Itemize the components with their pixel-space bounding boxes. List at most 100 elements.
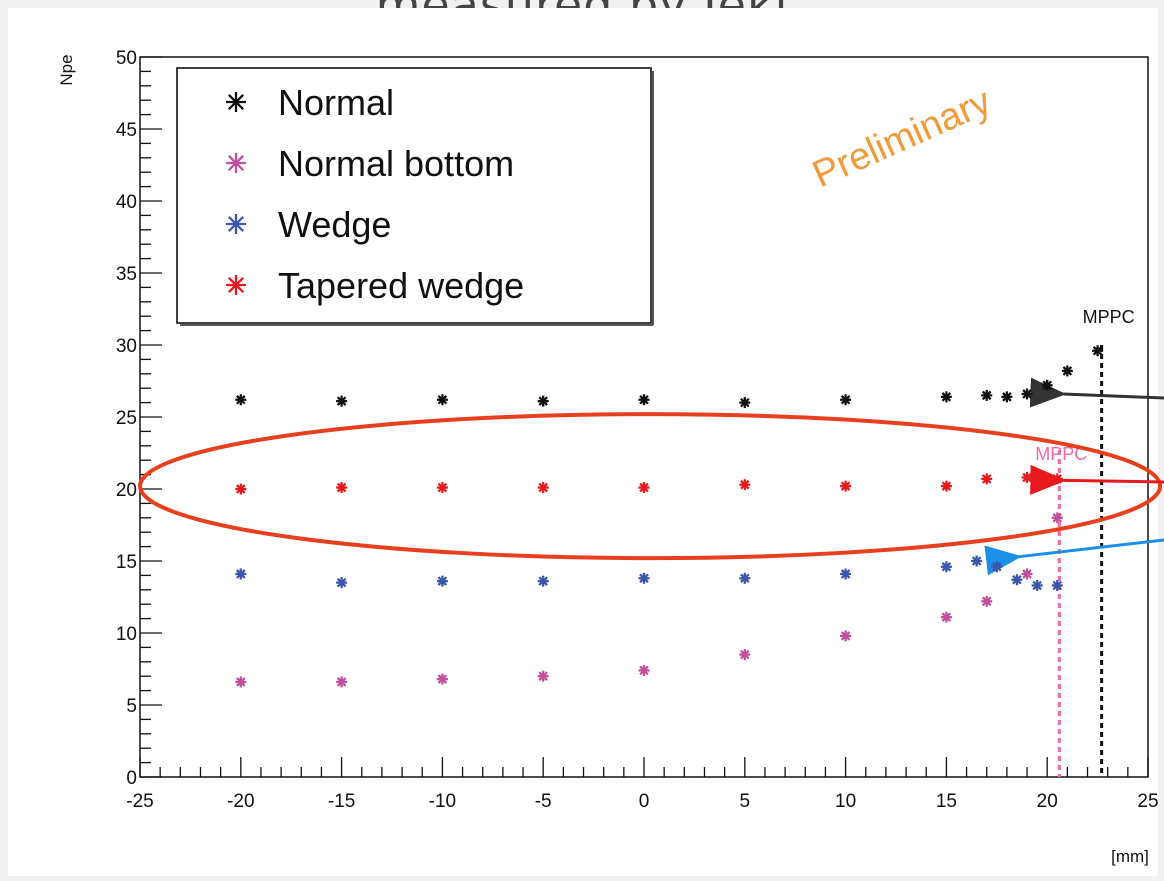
marker-stroke [840, 481, 851, 491]
data-point [981, 595, 993, 607]
marker-stroke [336, 396, 347, 406]
marker-stroke [840, 569, 851, 579]
marker-stroke [1012, 574, 1022, 585]
marker-stroke [971, 556, 982, 566]
marker-stroke [437, 576, 448, 586]
data-point [336, 482, 348, 494]
marker-stroke [992, 561, 1002, 572]
marker-stroke [1022, 389, 1032, 399]
data-point [739, 479, 751, 491]
data-point [1011, 574, 1023, 586]
marker-stroke [227, 154, 245, 172]
marker-stroke [236, 484, 246, 494]
marker-stroke [740, 649, 750, 660]
marker-stroke [227, 215, 245, 233]
data-point [638, 664, 650, 676]
marker-stroke [538, 576, 548, 586]
data-point [1051, 512, 1063, 524]
x-tick-label: -10 [429, 791, 456, 812]
marker-stroke [840, 631, 851, 641]
marker-stroke [437, 674, 448, 684]
marker-stroke [840, 394, 851, 405]
legend-marker [226, 275, 246, 295]
data-point [940, 611, 952, 623]
marker-stroke [1032, 580, 1042, 591]
marker-stroke [639, 482, 649, 493]
x-tick-label: -5 [535, 791, 552, 812]
marker-stroke [236, 677, 246, 687]
x-tick-label: 15 [936, 791, 957, 812]
data-point [1061, 365, 1073, 377]
data-point [235, 568, 247, 580]
y-tick-label: 30 [116, 336, 137, 357]
x-tick-label: 25 [1137, 791, 1158, 812]
marker-stroke [1022, 472, 1032, 483]
marker-stroke [538, 671, 548, 681]
data-point [336, 676, 348, 688]
marker-stroke [639, 665, 649, 676]
y-tick-label: 20 [116, 480, 137, 501]
data-point [840, 630, 852, 642]
mppc-label: MPPC [1083, 307, 1135, 327]
data-point [638, 572, 650, 584]
y-tick-label: 50 [116, 48, 137, 69]
data-point [1021, 388, 1033, 400]
marker-stroke [437, 482, 448, 493]
marker-stroke [1052, 513, 1063, 523]
data-point [235, 676, 247, 688]
data-point [739, 397, 751, 409]
data-point [436, 673, 448, 685]
legend-marker [226, 153, 246, 173]
data-point [638, 394, 650, 406]
legend-label: Tapered wedge [278, 265, 524, 306]
highlight-ellipse [137, 412, 1163, 561]
legend-marker [226, 214, 246, 234]
y-tick-label: 25 [116, 408, 137, 429]
marker-stroke [336, 482, 347, 493]
legend-label: Normal bottom [278, 143, 514, 184]
data-point [1001, 391, 1013, 403]
x-tick-label: 20 [1037, 791, 1058, 812]
data-point [739, 649, 751, 661]
data-point [840, 394, 852, 406]
y-tick-label: 5 [126, 696, 137, 717]
marker-stroke [336, 677, 347, 687]
x-tick-label: -20 [227, 791, 254, 812]
data-point [1021, 568, 1033, 580]
marker-stroke [981, 596, 992, 607]
x-tick-label: 10 [835, 791, 856, 812]
y-tick-label: 45 [116, 120, 137, 141]
data-point [537, 575, 549, 587]
data-point [336, 395, 348, 407]
marker-stroke [1052, 580, 1063, 591]
annotation-arrow [1029, 377, 1164, 408]
marker-stroke [941, 612, 952, 622]
marker-stroke [437, 394, 448, 405]
data-point [1031, 579, 1043, 591]
marker-stroke [981, 474, 992, 484]
marker-stroke [227, 276, 245, 294]
annotation-arrow [984, 538, 1164, 576]
y-axis-label: Npe [57, 54, 76, 85]
y-tick-label: 0 [126, 768, 137, 789]
marker-stroke [1062, 366, 1073, 376]
marker-stroke [1092, 345, 1103, 356]
data-point [436, 482, 448, 494]
annotation-arrow [1030, 464, 1164, 495]
data-point [537, 395, 549, 407]
y-tick-label: 15 [116, 552, 137, 573]
data-point [1092, 345, 1104, 357]
marker-stroke [236, 394, 246, 405]
data-point [981, 389, 993, 401]
marker-stroke [981, 390, 992, 401]
legend-label: Wedge [278, 204, 391, 245]
data-point [537, 670, 549, 682]
x-tick-label: -15 [328, 791, 355, 812]
marker-stroke [336, 577, 347, 588]
data-point [235, 483, 247, 495]
x-tick-label: -25 [126, 791, 153, 812]
marker-stroke [236, 569, 246, 579]
data-point [1051, 579, 1063, 591]
marker-stroke [1042, 380, 1052, 391]
